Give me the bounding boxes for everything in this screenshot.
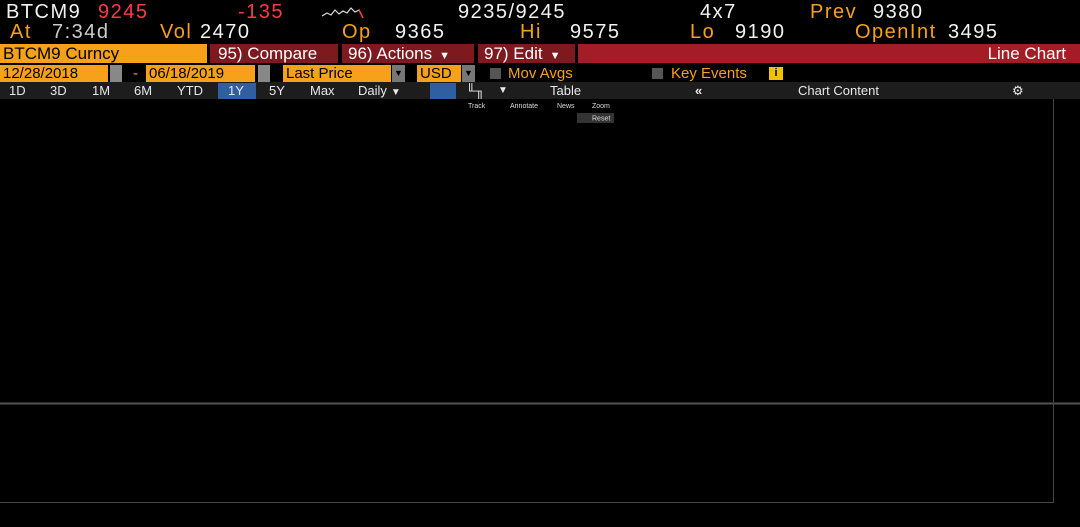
date-dash: -: [133, 65, 138, 82]
chart-type: Line Chart: [578, 44, 1080, 63]
chart-background: [0, 99, 1080, 527]
change: -135: [238, 1, 285, 23]
period-bar: [0, 82, 1080, 99]
end-date[interactable]: 06/18/2019: [146, 65, 255, 82]
mov-avgs[interactable]: Mov Avgs: [508, 65, 573, 82]
size: 4x7: [700, 1, 737, 23]
prev-label: Prev: [810, 1, 858, 23]
currency-select[interactable]: USD: [417, 65, 461, 82]
reset-label: Reset: [592, 115, 610, 122]
tab-label: 97) Edit: [484, 44, 543, 63]
calendar-icon[interactable]: [110, 65, 122, 82]
dropdown-arrow: ▼: [390, 87, 401, 98]
start-date[interactable]: 12/28/2018: [0, 65, 108, 82]
tab-edit[interactable]: 97) Edit ▼: [478, 44, 575, 63]
stat-value: 3495: [948, 21, 999, 43]
ticker: BTCM9: [6, 1, 82, 23]
period-button[interactable]: YTD: [177, 83, 203, 98]
stat-label: At: [10, 21, 32, 43]
period-button[interactable]: 5Y: [269, 83, 285, 98]
checkbox[interactable]: [652, 68, 663, 79]
key-events[interactable]: Key Events: [671, 65, 747, 82]
collapse-icon[interactable]: «: [695, 83, 703, 98]
stat-value: 9575: [570, 21, 621, 43]
settings-icon[interactable]: ⚙: [1012, 83, 1024, 98]
tool[interactable]: Track: [468, 103, 486, 110]
period-selected: [218, 83, 256, 99]
stat-label: Lo: [690, 21, 716, 43]
chart: Track Annotate News Zoom Reset: [0, 99, 1080, 527]
stat-label: Op: [342, 21, 372, 43]
dropdown-arrow: ▼: [549, 50, 561, 62]
period-button[interactable]: 1Y: [228, 83, 244, 98]
dropdown-arrow[interactable]: ▼: [462, 65, 475, 82]
dropdown-arrow[interactable]: ▼: [498, 85, 508, 96]
line-icon[interactable]: [430, 83, 456, 99]
bar-icon[interactable]: ╙╖: [466, 83, 485, 98]
security-field[interactable]: BTCM9 Curncy: [0, 44, 207, 63]
period-button[interactable]: 6M: [134, 83, 153, 98]
sparkline-icon: [322, 7, 364, 19]
info-icon[interactable]: i: [769, 67, 783, 80]
tool[interactable]: Zoom: [592, 103, 610, 110]
period-button[interactable]: 1D: [9, 83, 26, 98]
frequency: Daily: [358, 83, 387, 98]
stat-label: Vol: [160, 21, 193, 43]
dropdown-arrow: ▼: [439, 50, 450, 62]
bid-ask: 9235/9245: [458, 1, 567, 23]
period-button[interactable]: 3D: [50, 83, 67, 98]
field-select[interactable]: Last Price: [283, 65, 391, 82]
stat-value: 9190: [735, 21, 786, 43]
prev-value: 9380: [873, 1, 924, 23]
period-button[interactable]: Max: [310, 83, 335, 98]
frequency-select[interactable]: Daily ▼: [358, 82, 401, 99]
stat-label: OpenInt: [855, 21, 937, 43]
stat-value: 9365: [395, 21, 446, 43]
tool[interactable]: News: [557, 103, 575, 110]
calendar-icon[interactable]: [258, 65, 270, 82]
checkbox[interactable]: [490, 68, 501, 79]
tab-label: 96) Actions: [348, 44, 433, 63]
last-price: 9245: [98, 1, 149, 23]
tab-compare[interactable]: 95) Compare: [210, 44, 338, 63]
chart-content[interactable]: Chart Content: [798, 83, 879, 98]
stat-label: Hi: [520, 21, 542, 43]
tool[interactable]: Annotate: [510, 103, 538, 110]
period-button[interactable]: 1M: [92, 83, 111, 98]
dropdown-arrow[interactable]: ▼: [392, 65, 405, 82]
stat-value: 2470: [200, 21, 251, 43]
table-button[interactable]: Table: [550, 83, 582, 98]
tab-actions[interactable]: 96) Actions ▼: [342, 44, 474, 63]
reset-button[interactable]: [577, 113, 614, 123]
stat-value: 7:34d: [52, 21, 110, 43]
